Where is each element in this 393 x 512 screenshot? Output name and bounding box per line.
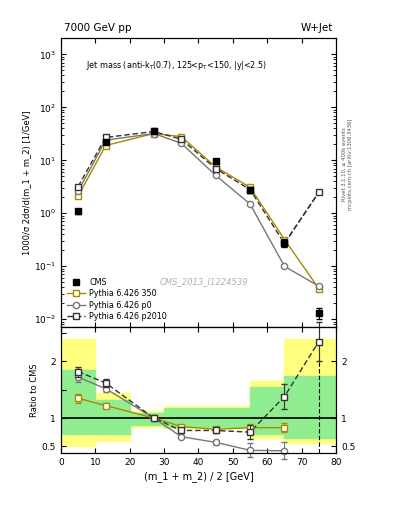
X-axis label: (m_1 + m_2) / 2 [GeV]: (m_1 + m_2) / 2 [GeV]	[143, 471, 253, 482]
Y-axis label: Ratio to CMS: Ratio to CMS	[30, 364, 39, 417]
Text: CMS_2013_I1224539: CMS_2013_I1224539	[160, 276, 248, 286]
Text: 7000 GeV pp: 7000 GeV pp	[64, 23, 131, 33]
Text: Rivet 3.1.10, ≥ 400k events: Rivet 3.1.10, ≥ 400k events	[342, 127, 346, 201]
Text: Jet mass (anti-k$_\mathregular{T}$(0.7), 125<p$_\mathregular{T}$<150, |y|<2.5): Jet mass (anti-k$_\mathregular{T}$(0.7),…	[86, 59, 267, 72]
Text: mcplots.cern.ch [arXiv:1306.3436]: mcplots.cern.ch [arXiv:1306.3436]	[349, 118, 353, 209]
Y-axis label: 1000/σ 2dσ/d(m_1 + m_2) [1/GeV]: 1000/σ 2dσ/d(m_1 + m_2) [1/GeV]	[22, 111, 31, 255]
Text: W+Jet: W+Jet	[301, 23, 333, 33]
Legend: CMS, Pythia 6.426 350, Pythia 6.426 p0, Pythia 6.426 p2010: CMS, Pythia 6.426 350, Pythia 6.426 p0, …	[65, 275, 169, 324]
